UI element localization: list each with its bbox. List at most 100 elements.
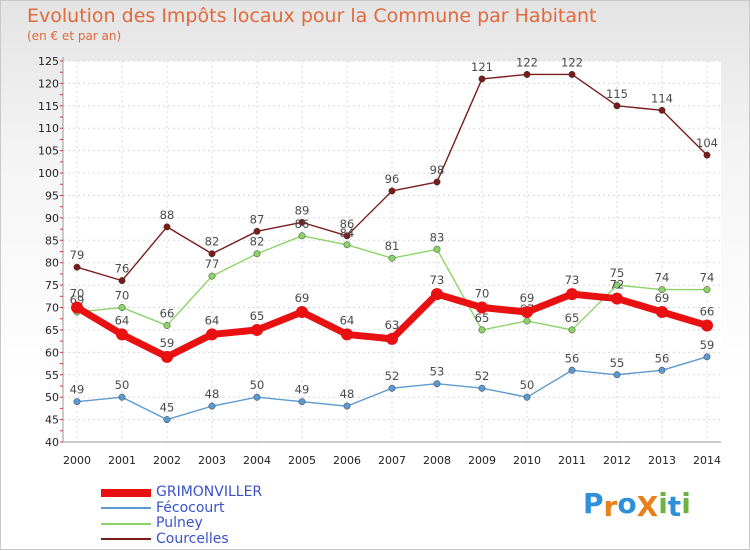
data-label: 70	[70, 287, 85, 301]
data-label: 122	[561, 55, 583, 69]
x-tick-label: 2006	[333, 454, 361, 467]
data-point	[296, 306, 308, 319]
data-point	[298, 398, 306, 406]
data-label: 70	[475, 287, 490, 301]
chart-subtitle: (en € et par an)	[27, 29, 122, 43]
data-label: 48	[205, 387, 220, 401]
data-label: 65	[250, 309, 265, 323]
x-tick-label: 2011	[558, 454, 586, 467]
data-point	[478, 384, 486, 392]
data-label: 66	[700, 304, 715, 318]
data-label: 69	[520, 291, 535, 305]
logo-letter: i	[681, 487, 691, 520]
data-label: 45	[160, 401, 175, 415]
x-tick-label: 2003	[198, 454, 226, 467]
data-point	[118, 277, 126, 285]
logo-letter: P	[583, 487, 604, 520]
data-label: 73	[430, 273, 445, 287]
data-point	[478, 75, 486, 83]
y-tick-label: 50	[45, 391, 59, 404]
data-point	[298, 218, 306, 226]
data-label: 49	[70, 383, 85, 397]
data-point	[253, 393, 261, 401]
data-point	[253, 250, 261, 258]
data-point	[523, 317, 531, 325]
data-point	[251, 323, 263, 336]
legend-label: Fécocourt	[156, 499, 225, 516]
legend-label: GRIMONVILLER	[156, 484, 263, 500]
data-label: 52	[385, 369, 400, 383]
y-tick-label: 115	[38, 100, 59, 113]
data-point	[431, 288, 443, 301]
data-point	[253, 227, 261, 235]
data-label: 64	[205, 313, 220, 327]
data-label: 121	[471, 60, 493, 74]
data-point	[568, 326, 576, 334]
y-tick-label: 60	[45, 346, 59, 359]
y-tick-label: 85	[45, 234, 59, 247]
data-point	[703, 151, 711, 159]
data-label: 72	[610, 278, 625, 292]
chart-legend: GRIMONVILLER Fécocourt Pulney Courcelles	[101, 484, 263, 547]
data-label: 73	[565, 273, 580, 287]
data-label: 64	[340, 313, 355, 327]
legend-swatch	[101, 507, 151, 510]
x-tick-label: 2002	[153, 454, 181, 467]
y-tick-label: 90	[45, 212, 59, 225]
data-label: 50	[250, 378, 265, 392]
data-point	[116, 328, 128, 341]
data-label: 59	[160, 336, 175, 350]
proxiti-logo: ProXiti	[583, 487, 691, 523]
data-label: 59	[700, 338, 715, 352]
data-point	[613, 281, 621, 289]
data-point	[703, 353, 711, 361]
data-label: 77	[205, 257, 220, 271]
data-label: 50	[115, 378, 130, 392]
data-point	[568, 70, 576, 78]
data-point	[163, 223, 171, 231]
data-point	[343, 232, 351, 240]
y-tick-label: 45	[45, 414, 59, 427]
data-point	[568, 366, 576, 374]
legend-item: Fécocourt	[101, 499, 262, 517]
logo-letter: t	[667, 490, 682, 523]
data-point	[208, 402, 216, 410]
y-tick-label: 110	[38, 122, 59, 135]
legend-swatch	[101, 522, 151, 525]
data-label: 86	[295, 217, 310, 231]
legend-swatch	[101, 488, 151, 497]
x-tick-label: 2008	[423, 454, 451, 467]
y-tick-label: 40	[45, 436, 59, 449]
data-point	[163, 416, 171, 424]
data-point	[298, 232, 306, 240]
data-point	[208, 250, 216, 258]
y-tick-label: 80	[45, 257, 59, 270]
x-tick-label: 2000	[63, 454, 91, 467]
data-point	[433, 380, 441, 388]
data-point	[658, 286, 666, 294]
data-point	[613, 371, 621, 379]
data-label: 69	[295, 291, 310, 305]
logo-letter: X	[636, 490, 659, 523]
data-label: 114	[651, 91, 673, 105]
data-point	[118, 304, 126, 311]
data-point	[658, 366, 666, 374]
data-label: 84	[340, 226, 355, 240]
logo-letter: r	[603, 490, 618, 523]
data-label: 50	[520, 378, 535, 392]
y-tick-label: 125	[38, 55, 59, 68]
data-label: 74	[655, 271, 670, 285]
y-tick-label: 55	[45, 369, 59, 382]
x-tick-label: 2014	[693, 454, 721, 467]
y-tick-label: 70	[45, 302, 59, 315]
data-point	[341, 328, 353, 341]
data-label: 70	[115, 289, 130, 303]
data-label: 81	[385, 239, 400, 253]
data-point	[656, 306, 668, 319]
data-point	[343, 402, 351, 410]
legend-swatch	[101, 538, 151, 541]
data-label: 76	[115, 262, 130, 276]
data-point	[523, 393, 531, 401]
